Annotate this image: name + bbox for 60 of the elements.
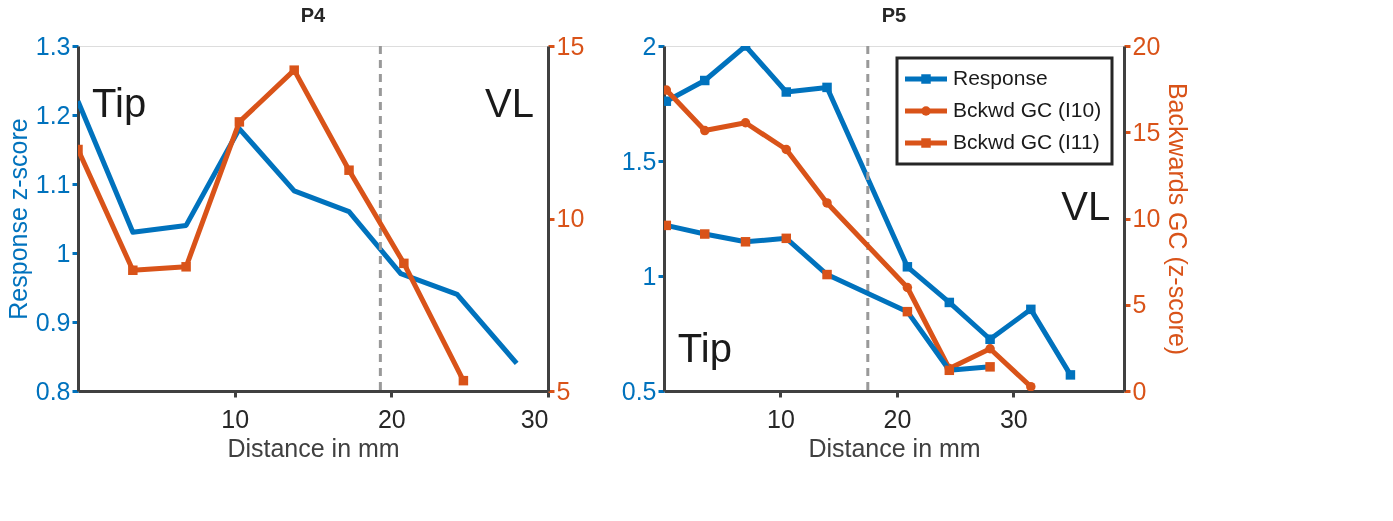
x-axis-title: Distance in mm <box>227 433 400 462</box>
annotation: Tip <box>92 80 147 125</box>
point <box>902 306 913 317</box>
point <box>985 334 995 344</box>
x-tick-label: 20 <box>377 404 406 433</box>
y2-axis-title: Backwards GC (z-score) <box>1164 82 1193 356</box>
y2-tick-label: 10 <box>556 204 585 232</box>
x-tick-label: 10 <box>767 404 795 433</box>
point <box>781 87 792 97</box>
y2-tick-label: 20 <box>1132 31 1161 60</box>
point <box>740 237 751 247</box>
y2-tick-label: 5 <box>556 376 571 405</box>
x-tick-label: 10 <box>221 404 250 433</box>
y-tick-label: 0.9 <box>35 307 71 336</box>
y-tick-label: 1.2 <box>35 100 71 129</box>
y2-tick-label: 10 <box>1132 204 1161 232</box>
y2-tick-label: 0 <box>1132 376 1147 405</box>
y-tick-label: 1.3 <box>35 31 71 60</box>
y-tick-label: 0.5 <box>621 376 657 405</box>
chart-title: P5 <box>881 4 907 26</box>
point <box>902 262 913 272</box>
point <box>822 269 832 280</box>
point <box>985 362 995 372</box>
point <box>664 96 672 106</box>
point <box>902 282 913 293</box>
point <box>781 233 792 244</box>
legend-label: Bckwd GC (I10) <box>953 98 1102 121</box>
y-tick-label: 1 <box>56 238 71 267</box>
point <box>664 85 672 95</box>
point <box>944 297 955 308</box>
annotation: VL <box>484 80 534 125</box>
x-axis-title: Distance in mm <box>808 433 981 462</box>
point <box>700 229 710 239</box>
annotation: Tip <box>677 325 732 370</box>
point <box>985 344 995 354</box>
y-tick-label: 1.1 <box>35 169 71 198</box>
y-tick-label: 1 <box>642 261 657 290</box>
point <box>822 198 832 208</box>
point <box>1065 370 1076 380</box>
point <box>1026 381 1036 391</box>
point <box>1026 304 1036 315</box>
x-tick-label: 20 <box>883 404 912 433</box>
point <box>781 144 792 155</box>
y2-tick-label: 15 <box>556 31 585 60</box>
point <box>822 82 832 93</box>
annotation: VL <box>1061 184 1111 229</box>
y2-tick-label: 5 <box>1132 290 1147 319</box>
point <box>700 75 710 86</box>
y2-tick-label: 15 <box>1132 117 1161 146</box>
point <box>700 125 710 136</box>
y-tick-label: 2 <box>642 31 657 60</box>
y-tick-label: 0.8 <box>35 376 71 405</box>
y-axis-title: Response z-score <box>3 118 32 320</box>
legend-label: Bckwd GC (I11) <box>953 130 1100 153</box>
y-tick-label: 1.5 <box>621 146 657 175</box>
chart-title: P4 <box>300 4 327 26</box>
legend-label: Response <box>953 66 1048 89</box>
x-tick-label: 30 <box>520 404 549 433</box>
point <box>740 118 751 128</box>
x-tick-label: 30 <box>999 404 1028 433</box>
